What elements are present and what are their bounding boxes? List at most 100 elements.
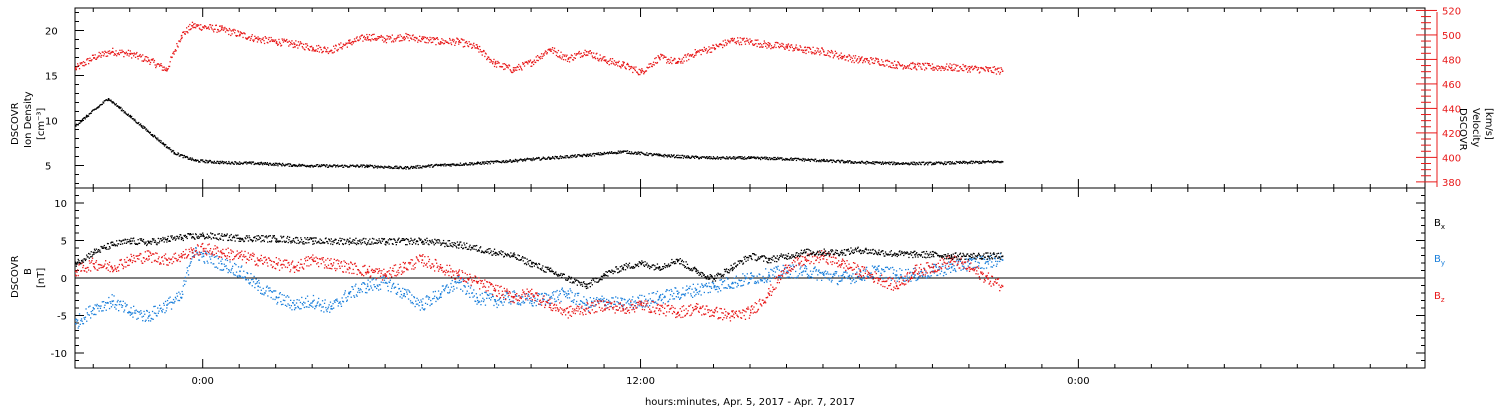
velocity-point	[251, 34, 253, 36]
by-point	[693, 291, 695, 293]
by-point	[858, 268, 860, 270]
bz-point	[272, 265, 274, 268]
ion-density-point	[771, 158, 774, 160]
ion-density-point	[535, 158, 537, 160]
by-point	[536, 300, 538, 302]
by-point	[720, 279, 722, 281]
ion-density-point	[842, 160, 844, 162]
by-point	[526, 297, 528, 299]
velocity-point	[953, 63, 955, 65]
ion-density-point	[551, 157, 553, 159]
by-point	[265, 290, 267, 292]
velocity-point	[909, 64, 911, 66]
bz-point	[260, 258, 262, 260]
ion-density-point	[789, 158, 792, 160]
ion-density-point	[662, 155, 664, 157]
ion-density-point	[91, 110, 93, 112]
by-point	[858, 276, 861, 279]
velocity-point	[301, 46, 303, 48]
velocity-point	[373, 33, 375, 35]
by-point	[230, 269, 232, 271]
velocity-point	[372, 39, 375, 41]
ion-density-point	[348, 166, 350, 168]
velocity-point	[256, 37, 258, 39]
bz-point	[288, 261, 290, 264]
ion-density-point	[852, 162, 855, 164]
velocity-point	[725, 41, 727, 44]
by-point	[93, 313, 96, 315]
ion-density-point	[362, 164, 364, 166]
by-point	[838, 275, 840, 277]
by-point	[916, 279, 919, 281]
ion-density-anchor-point	[107, 98, 110, 100]
by-point	[591, 300, 593, 302]
by-point	[75, 319, 77, 321]
velocity-point	[691, 54, 693, 56]
velocity-point	[893, 67, 895, 69]
velocity-point	[288, 45, 290, 47]
velocity-point	[927, 63, 929, 65]
velocity-point	[464, 45, 466, 48]
velocity-point	[721, 44, 723, 46]
velocity-point	[475, 47, 477, 49]
by-point	[544, 292, 546, 294]
by-point	[737, 284, 739, 286]
by-point	[584, 304, 586, 306]
velocity-point	[607, 60, 609, 63]
ion-density-point	[382, 166, 384, 168]
by-point	[976, 256, 978, 259]
velocity-point	[490, 58, 492, 61]
by-point	[936, 274, 938, 277]
by-point	[82, 323, 85, 325]
by-point	[997, 257, 1000, 259]
ion-density-point	[498, 161, 500, 163]
velocity-point	[695, 51, 698, 53]
ion-density-anchor-point	[713, 157, 716, 159]
velocity-point	[828, 55, 830, 57]
velocity-point	[488, 58, 490, 60]
ion-density-point	[518, 159, 521, 161]
by-point	[991, 266, 994, 268]
bz-point	[111, 268, 113, 270]
ion-density-point	[838, 160, 841, 163]
by-point	[178, 299, 181, 302]
velocity-point	[654, 57, 656, 60]
velocity-point	[343, 44, 345, 46]
by-point	[826, 273, 828, 275]
ion-density-point	[489, 161, 491, 163]
by-point	[162, 308, 164, 311]
by-point	[964, 262, 966, 264]
velocity-point	[772, 47, 775, 49]
by-point	[480, 300, 483, 302]
by-point	[275, 290, 277, 292]
velocity-point	[225, 28, 227, 30]
by-point	[363, 282, 365, 284]
ion-density-point	[840, 160, 842, 162]
velocity-point	[254, 35, 256, 37]
bz-point	[227, 247, 229, 249]
by-point	[196, 251, 198, 253]
velocity-anchor-point	[385, 38, 387, 41]
by-point	[397, 283, 399, 285]
ion-density-point	[441, 163, 443, 166]
velocity-point	[654, 62, 657, 64]
velocity-point	[353, 41, 355, 43]
by-point	[336, 300, 339, 302]
velocity-point	[882, 64, 885, 66]
by-point	[272, 298, 274, 300]
by-point	[898, 278, 900, 280]
by-point	[224, 265, 226, 268]
ion-density-point	[412, 165, 414, 168]
velocity-point	[716, 44, 718, 47]
velocity-point	[680, 60, 683, 62]
velocity-point	[972, 68, 975, 70]
ion-density-anchor-point	[549, 157, 551, 159]
ion-density-point	[869, 162, 871, 164]
velocity-anchor-point	[93, 57, 95, 59]
velocity-point	[850, 56, 852, 58]
by-point	[253, 275, 255, 278]
by-point	[909, 271, 911, 273]
by-point	[818, 269, 820, 271]
by-anchor-point	[658, 296, 661, 299]
ion-density-point	[627, 152, 629, 154]
